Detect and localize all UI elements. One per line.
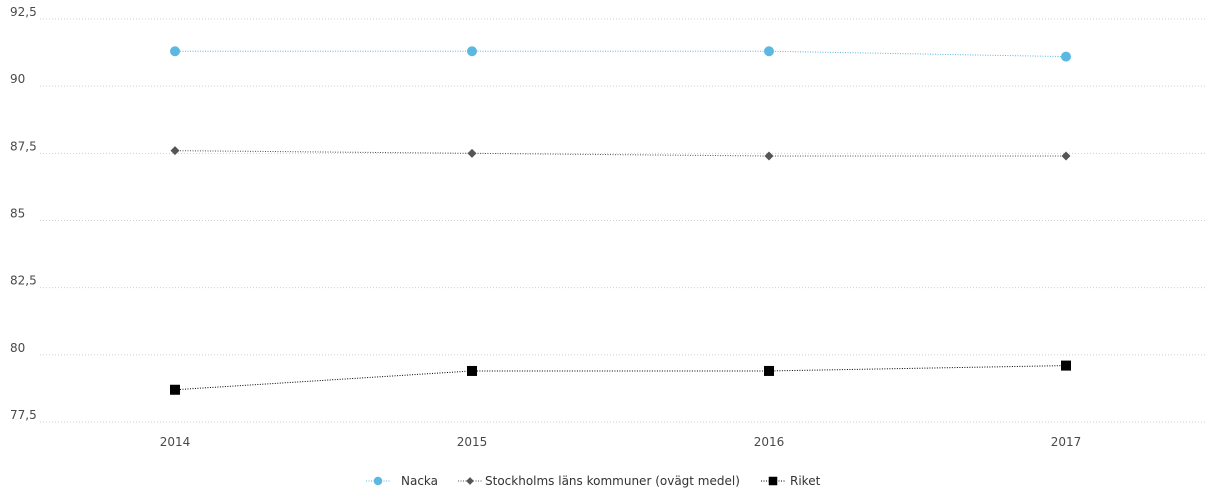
data-point	[467, 365, 477, 376]
x-tick-label: 2015	[457, 435, 488, 449]
legend-label: Stockholms läns kommuner (ovägt medel)	[485, 474, 740, 488]
series	[170, 46, 1071, 395]
legend-marker	[466, 477, 474, 485]
x-axis-ticks: 2014 2015 2016 2017	[160, 435, 1082, 449]
series-line	[175, 50, 1067, 58]
y-axis-ticks: 77,5 80 82,5 85 87,5 90 92,5	[10, 5, 37, 422]
y-tick-label: 77,5	[10, 408, 37, 422]
legend-label: Nacka	[401, 474, 438, 488]
x-tick-label: 2017	[1051, 435, 1082, 449]
series-stockholms-lans-kommuner-ovagt-medel	[170, 146, 1071, 161]
y-tick-label: 87,5	[10, 139, 37, 153]
series-riket	[170, 360, 1071, 395]
series-nacka	[170, 46, 1071, 62]
legend-item-nacka[interactable]: Nacka	[366, 474, 438, 488]
data-point	[467, 46, 477, 57]
x-tick-label: 2014	[160, 435, 191, 449]
data-point	[170, 384, 180, 395]
data-point	[1061, 360, 1071, 371]
x-tick-label: 2016	[754, 435, 785, 449]
data-point	[467, 148, 477, 158]
y-tick-label: 80	[10, 341, 25, 355]
data-point	[1061, 51, 1071, 62]
y-tick-label: 85	[10, 207, 25, 221]
y-tick-label: 90	[10, 72, 25, 86]
series-line	[174, 150, 1066, 157]
data-point	[1061, 151, 1071, 161]
data-point	[170, 146, 180, 156]
y-tick-label: 82,5	[10, 274, 37, 288]
data-point	[764, 365, 774, 376]
legend-marker	[373, 476, 383, 486]
legend-label: Riket	[790, 474, 821, 488]
series-line	[174, 365, 1067, 391]
legend: Nacka Stockholms läns kommuner (ovägt med…	[366, 474, 821, 488]
legend-marker	[768, 476, 778, 486]
data-point	[764, 46, 774, 57]
grid	[40, 18, 1205, 423]
y-tick-label: 92,5	[10, 5, 37, 19]
legend-item-stockholms-lans-kommuner-ovagt-medel[interactable]: Stockholms läns kommuner (ovägt medel)	[458, 474, 740, 488]
legend-item-riket[interactable]: Riket	[761, 474, 821, 488]
data-point	[170, 46, 180, 57]
data-point	[764, 151, 774, 161]
